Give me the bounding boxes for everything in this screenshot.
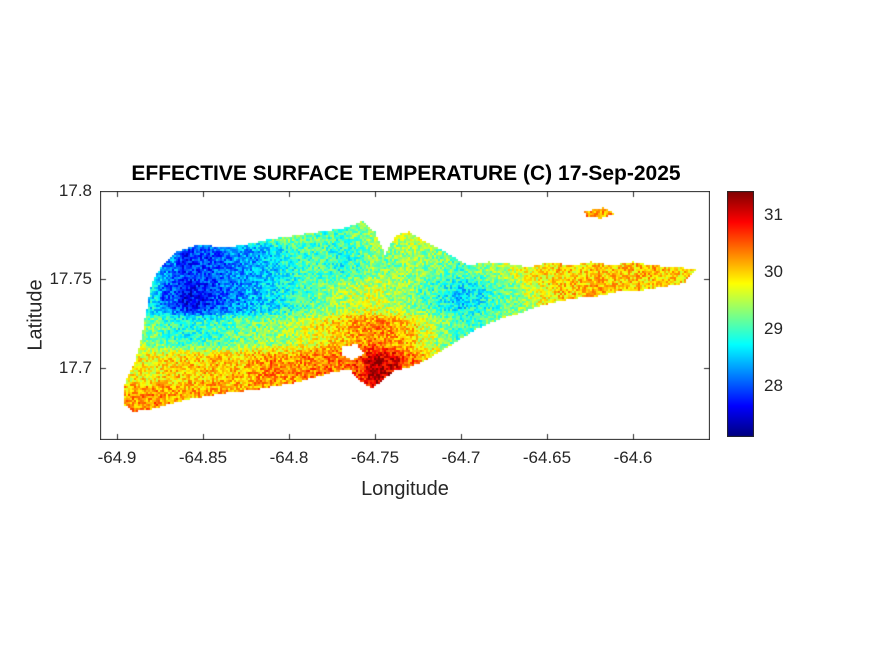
y-axis-label: Latitude [24, 279, 47, 351]
colorbar-tick-label-1: 30 [764, 262, 783, 281]
x-tick-label-0: -64.9 [97, 448, 137, 467]
plot-title: EFFECTIVE SURFACE TEMPERATURE (C) 17-Sep… [131, 162, 681, 185]
x-tick-label-2: -64.8 [269, 448, 309, 467]
y-tick-label-1: 17.75 [49, 269, 92, 288]
x-tick-label-1: -64.85 [178, 448, 228, 467]
colorbar-canvas [727, 191, 754, 437]
x-tick-label-6: -64.6 [613, 448, 653, 467]
x-axis-label: Longitude [361, 478, 449, 500]
y-tick-label-0: 17.8 [58, 181, 92, 200]
colorbar-tick-label-2: 29 [764, 319, 783, 338]
x-tick-label-5: -64.65 [522, 448, 572, 467]
x-tick-label-4: -64.7 [441, 448, 481, 467]
x-tick-label-3: -64.75 [350, 448, 400, 467]
y-tick-label-2: 17.7 [58, 358, 92, 377]
colorbar-tick-label-0: 31 [764, 205, 783, 224]
colorbar-tick-label-3: 28 [764, 376, 783, 395]
heatmap-canvas [100, 191, 710, 440]
